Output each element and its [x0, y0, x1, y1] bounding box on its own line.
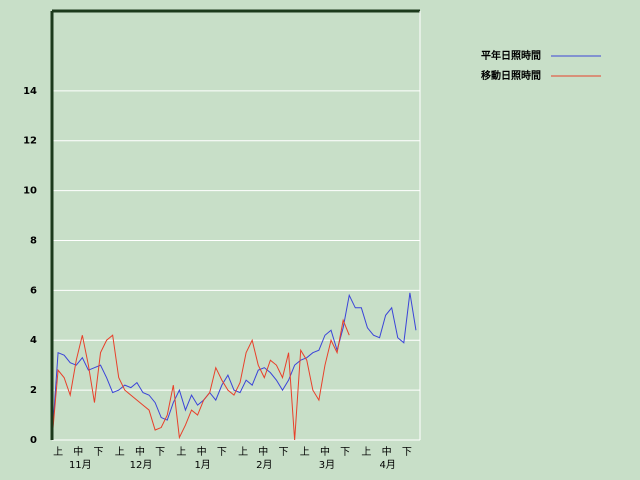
series-line: [51, 318, 350, 441]
y-tick-label: 6: [30, 285, 37, 296]
x-tick-label: 中: [320, 445, 330, 458]
x-tick-label: 中: [73, 445, 83, 458]
x-tick-label: 中: [258, 445, 268, 458]
month-label: 2月: [256, 459, 272, 471]
x-tick-label: 下: [217, 447, 227, 458]
x-tick-label: 下: [279, 447, 289, 458]
y-tick-label: 14: [23, 86, 37, 97]
x-tick-label: 下: [402, 447, 412, 458]
x-tick-label: 上: [115, 446, 125, 458]
series-line: [51, 292, 417, 441]
month-label: 12月: [130, 459, 153, 471]
y-tick-label: 10: [23, 186, 37, 197]
legend-label: 平年日照時間: [481, 49, 541, 62]
y-tick-label: 12: [23, 136, 37, 147]
x-tick-label: 中: [135, 445, 145, 458]
month-label: 3月: [319, 459, 335, 471]
x-tick-label: 下: [155, 447, 165, 458]
y-tick-label: 4: [30, 335, 37, 346]
x-tick-label: 下: [94, 447, 104, 458]
month-label: 1月: [194, 459, 210, 471]
x-tick-label: 上: [300, 446, 310, 458]
x-tick-label: 上: [53, 446, 63, 458]
y-tick-label: 2: [30, 385, 37, 396]
y-tick-label: 8: [30, 235, 37, 246]
y-tick-label: 0: [30, 435, 37, 446]
x-tick-label: 中: [197, 445, 207, 458]
x-tick-label: 下: [340, 447, 350, 458]
x-tick-label: 上: [176, 446, 186, 458]
legend-label: 移動日照時間: [481, 69, 541, 82]
x-tick-label: 上: [238, 446, 248, 458]
x-tick-label: 上: [361, 446, 371, 458]
month-label: 4月: [379, 459, 395, 471]
month-label: 11月: [69, 459, 92, 471]
x-tick-label: 中: [382, 445, 392, 458]
